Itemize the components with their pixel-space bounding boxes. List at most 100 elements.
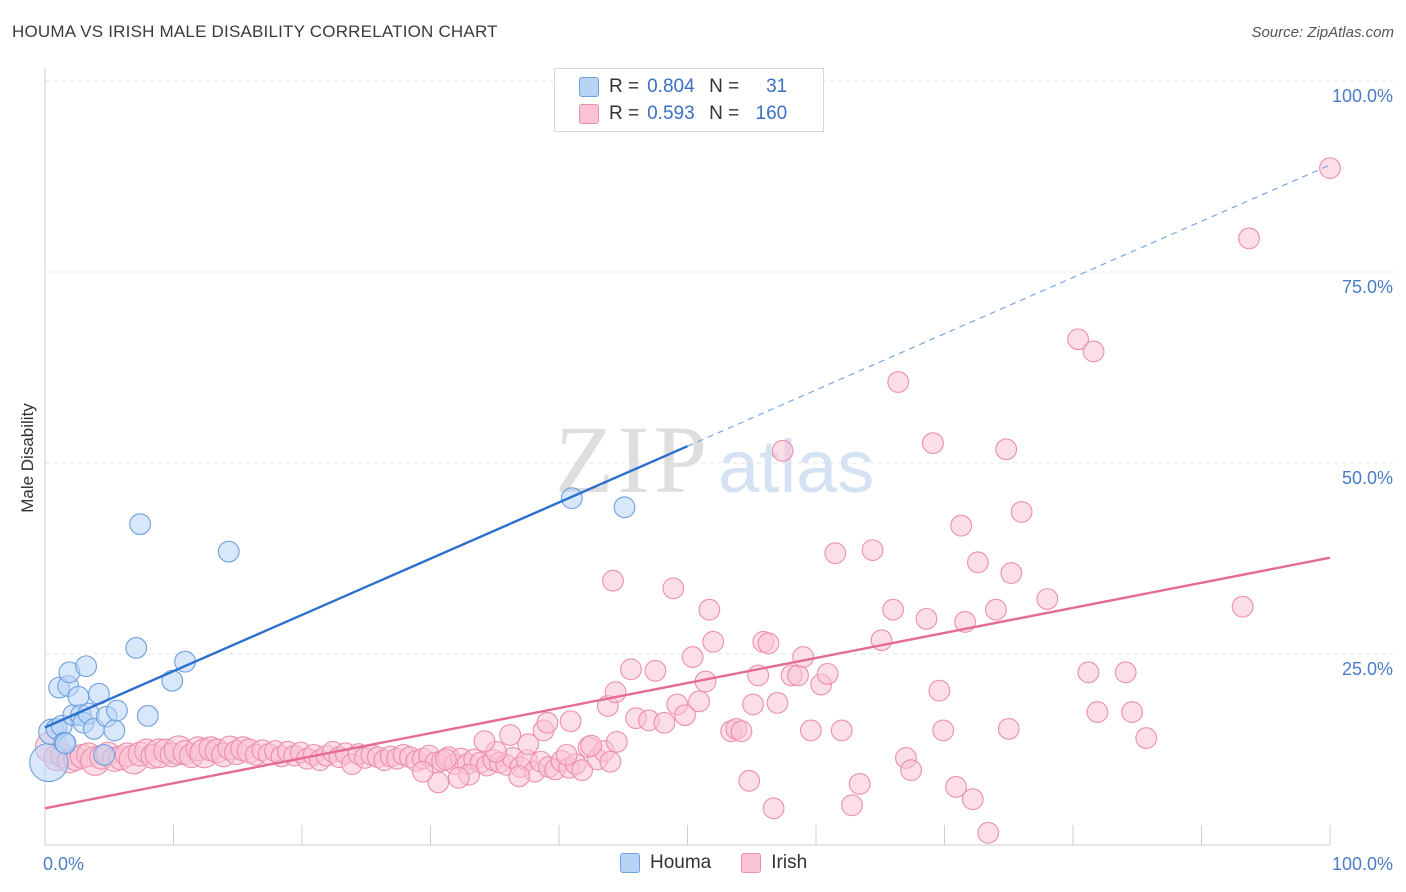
irish-point: [1082, 340, 1105, 363]
y-tick-label: 100.0%: [1332, 86, 1393, 106]
irish-point: [681, 646, 704, 668]
r-label: R =: [609, 103, 640, 124]
irish-point: [915, 607, 938, 630]
irish-point: [841, 794, 863, 817]
houma-point: [103, 719, 126, 742]
irish-point: [1077, 661, 1100, 684]
y-axis-label: Male Disability: [18, 403, 37, 513]
y-tick-label: 75.0%: [1342, 277, 1393, 297]
n-label: N =: [709, 103, 740, 124]
irish-point: [997, 717, 1020, 740]
houma-point: [560, 487, 583, 510]
irish-point: [447, 766, 470, 789]
x-tick-label-max: 100.0%: [1332, 854, 1393, 874]
irish-point: [1231, 595, 1254, 618]
irish-point: [950, 514, 973, 537]
houma-point: [75, 655, 98, 678]
legend-row-irish: R = 0.593 N = 160: [579, 103, 787, 125]
y-tick-label: 50.0%: [1342, 468, 1393, 488]
irish-point: [961, 788, 984, 811]
irish-point: [887, 371, 910, 393]
houma-trend-extension: [687, 164, 1331, 447]
irish-point: [427, 771, 450, 794]
irish-point: [848, 772, 871, 795]
houma-legend-label: Houma: [650, 852, 712, 873]
houma-point: [106, 699, 128, 722]
irish-point: [1067, 328, 1090, 351]
r-label: R =: [609, 76, 640, 97]
houma-legend-swatch: [620, 853, 640, 873]
irish-point: [766, 691, 789, 714]
irish-point: [882, 598, 905, 621]
houma-point: [93, 743, 116, 766]
source-label: Source: ZipAtlas.com: [1251, 24, 1394, 41]
irish-point: [555, 743, 578, 766]
legend-item-houma[interactable]: Houma: [620, 852, 711, 874]
irish-point: [435, 748, 457, 771]
houma-point: [217, 540, 240, 563]
irish-point: [792, 646, 815, 668]
irish-point: [967, 551, 989, 574]
irish-point: [508, 765, 531, 788]
houma-n-value: 31: [766, 76, 788, 97]
y-tick-label: 25.0%: [1342, 659, 1393, 679]
houma-trend-line: [44, 445, 688, 729]
irish-point: [738, 769, 761, 792]
irish-point: [559, 710, 582, 733]
houma-point: [54, 732, 77, 755]
irish-point: [1086, 701, 1109, 723]
irish-point: [799, 719, 822, 742]
irish-point: [830, 719, 853, 742]
irish-point: [922, 432, 944, 455]
irish-point: [1319, 157, 1341, 180]
irish-point: [473, 730, 496, 753]
irish-point: [861, 539, 884, 562]
legend-row-houma: R = 0.804 N = 31: [579, 76, 787, 98]
irish-swatch: [579, 104, 599, 124]
irish-point: [536, 711, 559, 734]
irish-point: [900, 759, 922, 782]
legend-item-irish[interactable]: Irish: [741, 852, 807, 874]
irish-point: [945, 776, 967, 798]
stats-legend: R = 0.804 N = 31 R = 0.593 N = 160: [554, 68, 824, 132]
irish-point: [499, 724, 522, 746]
irish-point: [824, 542, 847, 565]
irish-r-value: 0.593: [647, 103, 695, 124]
irish-point: [995, 438, 1018, 461]
irish-point: [599, 750, 622, 773]
irish-point: [742, 693, 764, 716]
irish-point: [662, 577, 685, 600]
irish-legend-label: Irish: [771, 852, 808, 873]
irish-point: [771, 439, 794, 462]
series-legend: Houma Irish: [620, 852, 837, 874]
irish-point: [620, 658, 642, 681]
irish-point: [571, 759, 594, 782]
irish-point: [757, 632, 780, 655]
irish-point: [1238, 227, 1260, 250]
irish-point: [698, 598, 721, 621]
irish-point: [1036, 588, 1059, 610]
houma-point: [136, 704, 159, 727]
irish-point: [653, 711, 676, 734]
irish-point: [1135, 727, 1158, 749]
irish-legend-swatch: [741, 853, 762, 873]
houma-point: [125, 636, 148, 659]
irish-point: [411, 760, 434, 783]
irish-point: [762, 797, 785, 820]
houma-point: [161, 669, 184, 692]
irish-point: [816, 662, 839, 685]
chart-title: HOUMA VS IRISH MALE DISABILITY CORRELATI…: [12, 22, 498, 41]
irish-point: [928, 679, 951, 702]
irish-trend-line: [44, 556, 1331, 810]
n-label: N =: [709, 76, 740, 97]
irish-point: [702, 630, 725, 653]
irish-point: [644, 659, 667, 682]
houma-swatch: [579, 77, 599, 97]
irish-point: [787, 664, 809, 687]
irish-n-value: 160: [755, 103, 788, 124]
irish-point: [602, 569, 624, 592]
watermark-atlas: atlas: [718, 425, 874, 508]
irish-point: [688, 690, 710, 713]
